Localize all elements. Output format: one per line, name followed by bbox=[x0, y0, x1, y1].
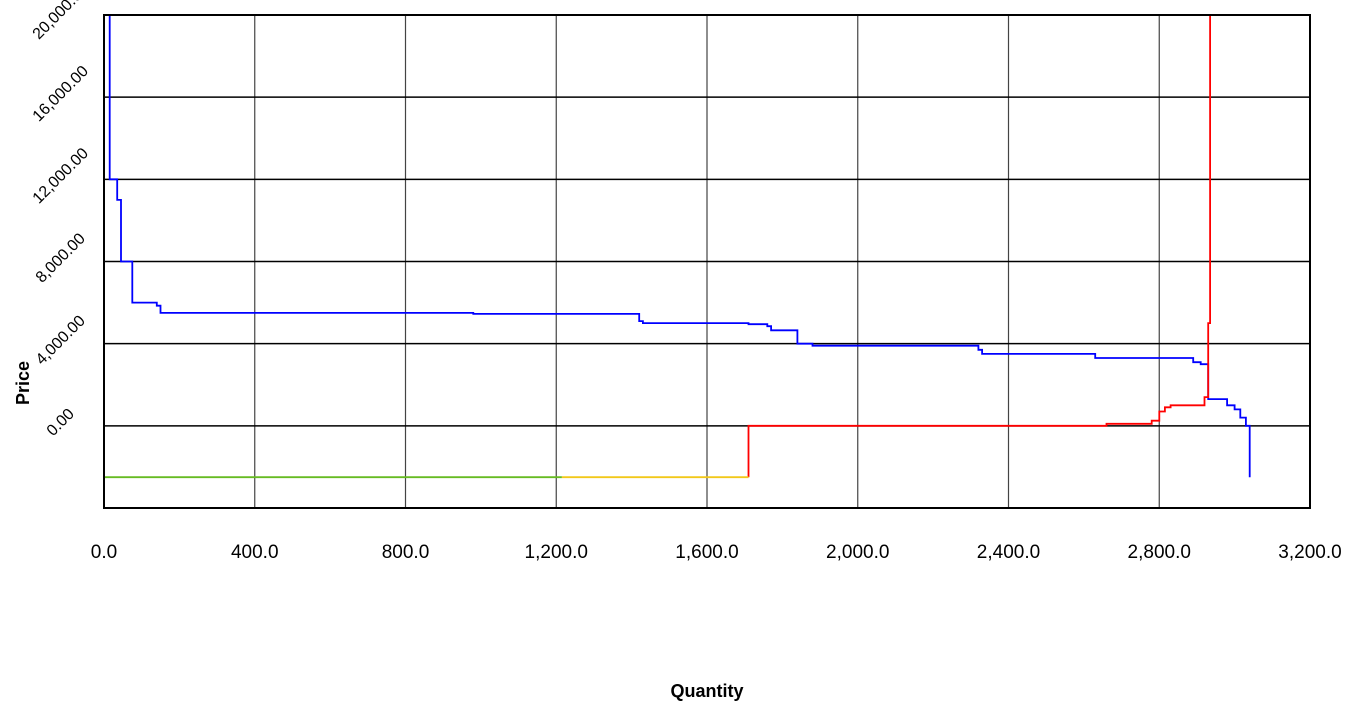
x-tick-label: 1,200.0 bbox=[525, 542, 588, 563]
x-tick-labels: 0.0 400.0 800.0 1,200.0 1,600.0 2,000.0 2,400.… bbox=[91, 542, 1342, 563]
x-tick-label: 2,800.0 bbox=[1128, 542, 1191, 563]
series-group bbox=[104, 15, 1251, 479]
y-tick-label: 4,000.00 bbox=[33, 312, 89, 368]
x-tick-label: 800.0 bbox=[382, 542, 430, 563]
x-tick-label: 3,200.0 bbox=[1278, 542, 1341, 563]
plot-frame bbox=[103, 14, 1311, 509]
y-tick-label: 8,000.00 bbox=[33, 230, 89, 286]
y-tick-label: 20,000.00 bbox=[30, 0, 92, 43]
x-tick-label: 400.0 bbox=[231, 542, 279, 563]
x-tick-label: 2,400.0 bbox=[977, 542, 1040, 563]
series-line-0 bbox=[108, 15, 1251, 478]
y-tick-label: 0.00 bbox=[44, 406, 78, 440]
x-tick-label: 0.0 bbox=[91, 542, 117, 563]
y-tick-label: 16,000.00 bbox=[30, 63, 92, 125]
x-axis-title: Quantity bbox=[670, 681, 743, 701]
x-tick-label: 1,600.0 bbox=[675, 542, 738, 563]
x-tick-label: 2,000.0 bbox=[826, 542, 889, 563]
y-axis-title: Price bbox=[13, 361, 33, 405]
series-line-1 bbox=[747, 15, 1211, 478]
y-tick-labels: 0.00 4,000.00 8,000.00 12,000.00 16,000.00 20… bbox=[30, 0, 92, 440]
y-tick-label: 12,000.00 bbox=[30, 145, 92, 207]
